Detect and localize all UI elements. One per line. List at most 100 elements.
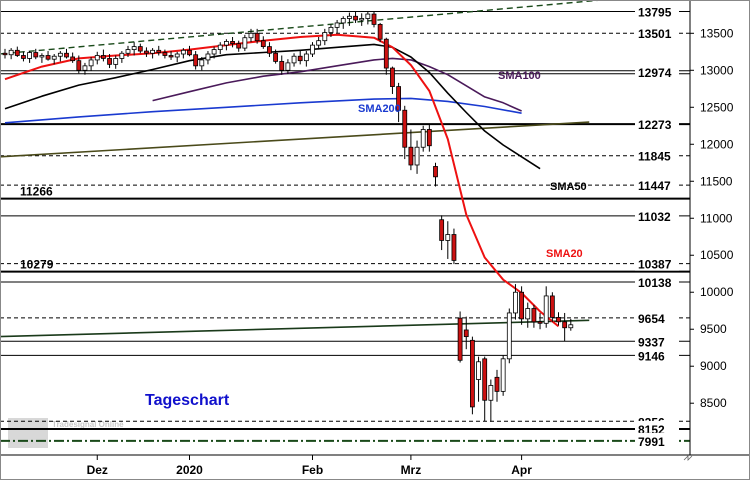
level-label-11845: 11845 xyxy=(638,150,671,164)
level-label-7991: 7991 xyxy=(638,435,665,449)
candle-body xyxy=(51,55,57,60)
level-label-bg xyxy=(635,64,679,80)
level-label-bg xyxy=(635,333,679,349)
resize-grip[interactable] xyxy=(683,455,693,461)
candle-body xyxy=(525,308,531,320)
y-tick-label-11000: 11000 xyxy=(700,211,733,225)
level-label-bg xyxy=(635,147,679,163)
candle-body xyxy=(101,55,106,59)
candle-body xyxy=(310,44,315,55)
y-tick-label-12000: 12000 xyxy=(700,137,734,151)
series-label-sma200: SMA200 xyxy=(358,103,401,115)
candle-body xyxy=(125,49,131,54)
candle-body xyxy=(519,291,524,320)
level-label-11447: 11447 xyxy=(638,179,671,193)
level-label-bg xyxy=(635,177,679,193)
candle-body xyxy=(433,166,438,178)
candle-body xyxy=(162,52,168,56)
candle-body xyxy=(383,38,389,69)
x-tick-label-apr: Apr xyxy=(511,463,532,477)
level-label-12273: 12273 xyxy=(638,118,672,132)
level-label-10279: 10279 xyxy=(20,258,54,272)
candle-body xyxy=(469,339,475,408)
candle-body xyxy=(500,358,506,392)
candle-body xyxy=(39,55,45,58)
candle-body xyxy=(531,308,537,323)
candle-body xyxy=(137,46,143,52)
candle-body xyxy=(193,54,199,67)
trend-line-long xyxy=(0,121,590,158)
y-tick-label-9000: 9000 xyxy=(700,359,727,373)
y-tick-label-9500: 9500 xyxy=(700,322,727,336)
candle-body xyxy=(445,234,451,241)
candle-body xyxy=(279,61,285,71)
candle-body xyxy=(506,312,512,360)
watermark-text: Tradesignal Online xyxy=(52,420,124,429)
candle-body xyxy=(14,49,20,56)
candle-body xyxy=(543,295,549,324)
level-label-12974: 12974 xyxy=(638,66,672,80)
level-label-9146: 9146 xyxy=(638,349,665,363)
trend-lines xyxy=(0,0,602,338)
candle-body xyxy=(556,316,561,323)
candle-body xyxy=(494,376,500,392)
x-tick-label-mrz: Mrz xyxy=(401,463,422,477)
watermark: Tradesignal Online xyxy=(8,418,124,448)
x-tick-label-dez: Dez xyxy=(87,463,108,477)
level-label-bg xyxy=(635,432,679,448)
level-label-11266: 11266 xyxy=(20,185,53,199)
candle-body xyxy=(230,41,235,45)
series-label-sma50: SMA50 xyxy=(550,181,587,193)
candle-body xyxy=(537,321,543,324)
candle-body xyxy=(211,49,217,55)
candle-body xyxy=(346,15,352,19)
candle-body xyxy=(168,55,174,58)
candle-body xyxy=(57,52,63,57)
trend-line-upper xyxy=(0,0,602,55)
level-label-bg xyxy=(635,274,679,290)
candle-body xyxy=(70,56,76,62)
candle-body xyxy=(131,46,137,50)
candle-body xyxy=(199,59,205,67)
level-label-bg xyxy=(635,420,679,436)
candle-body xyxy=(377,24,383,40)
level-label-bg xyxy=(635,309,679,325)
chart-annotation: Tageschart xyxy=(145,392,230,409)
level-label-bg xyxy=(635,255,679,271)
candle-body xyxy=(236,43,242,49)
candle-body xyxy=(451,234,457,261)
candle-body xyxy=(33,52,39,58)
candle-body xyxy=(420,129,426,148)
y-tick-label-13500: 13500 xyxy=(700,26,734,40)
candle-body xyxy=(2,52,8,56)
candle-body xyxy=(285,62,291,71)
candle-body xyxy=(482,358,488,401)
candle-body xyxy=(549,295,555,318)
y-tick-label-13000: 13000 xyxy=(700,63,734,77)
candle-body xyxy=(513,291,518,314)
candle-body xyxy=(248,32,254,39)
candle-body xyxy=(8,49,14,56)
candle-body xyxy=(187,49,192,56)
candle-body xyxy=(562,321,568,329)
candle-body xyxy=(303,53,309,62)
trend-line-lower xyxy=(0,319,590,338)
candle-body xyxy=(242,37,248,49)
candle-body xyxy=(334,22,340,28)
level-label-9337: 9337 xyxy=(638,335,665,349)
candle-body xyxy=(205,53,211,61)
candle-body xyxy=(82,65,88,71)
level-label-13795: 13795 xyxy=(638,5,672,19)
x-tick-label-2020: 2020 xyxy=(176,463,203,477)
candles xyxy=(2,11,574,422)
candle-body xyxy=(426,129,432,147)
candle-body xyxy=(180,49,186,55)
candle-body xyxy=(76,60,82,71)
candle-body xyxy=(94,55,100,61)
level-label-9654: 9654 xyxy=(638,312,665,326)
y-tick-label-10500: 10500 xyxy=(700,248,734,262)
